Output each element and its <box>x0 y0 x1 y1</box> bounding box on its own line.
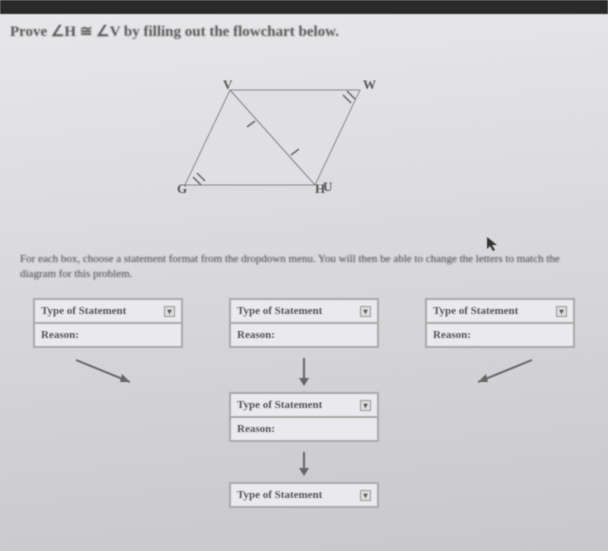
triangles-svg <box>175 55 435 195</box>
arrow-left <box>64 356 144 388</box>
vertex-g: G <box>177 181 187 197</box>
statement-label: Type of Statement <box>237 305 322 317</box>
reason-label: Reason: <box>231 418 377 440</box>
dropdown-caret-icon[interactable]: ▾ <box>556 306 567 317</box>
vertex-w: W <box>363 77 376 93</box>
flowchart: Type of Statement ▾ Reason: Type of Stat… <box>0 298 608 516</box>
dropdown-caret-icon[interactable]: ▾ <box>164 306 175 317</box>
arrow-row-1 <box>0 356 608 388</box>
statement-box-4[interactable]: Type of Statement ▾ Reason: <box>229 392 379 442</box>
flow-row-2: Type of Statement ▾ Reason: <box>0 392 608 442</box>
dropdown-caret-icon[interactable]: ▾ <box>360 306 371 317</box>
reason-label: Reason: <box>231 324 377 346</box>
statement-label: Type of Statement <box>433 305 518 317</box>
mouse-cursor <box>486 236 498 252</box>
arrow-right <box>464 356 544 388</box>
statement-box-1[interactable]: Type of Statement ▾ Reason: <box>33 298 183 348</box>
problem-prompt: Prove ∠H ≅ ∠V by filling out the flowcha… <box>10 22 339 41</box>
vertex-h: H <box>315 181 325 197</box>
statement-label: Type of Statement <box>41 305 126 317</box>
dropdown-caret-icon[interactable]: ▾ <box>360 490 371 501</box>
statement-box-5[interactable]: Type of Statement ▾ <box>229 482 379 508</box>
statement-box-3[interactable]: Type of Statement ▾ Reason: <box>425 298 575 348</box>
geometry-diagram: V W U G H <box>175 55 435 195</box>
dropdown-caret-icon[interactable]: ▾ <box>360 400 371 411</box>
flow-row-3: Type of Statement ▾ <box>0 482 608 508</box>
reason-label: Reason: <box>427 324 573 346</box>
statement-box-2[interactable]: Type of Statement ▾ Reason: <box>229 298 379 348</box>
arrow-down-2 <box>0 450 608 480</box>
reason-label: Reason: <box>35 324 181 346</box>
vertex-v: V <box>223 77 232 93</box>
statement-label: Type of Statement <box>237 489 322 501</box>
arrow-center <box>264 356 344 388</box>
flow-row-1: Type of Statement ▾ Reason: Type of Stat… <box>0 298 608 348</box>
window-topbar <box>0 0 608 14</box>
instructions-text: For each box, choose a statement format … <box>20 252 588 282</box>
statement-label: Type of Statement <box>237 399 322 411</box>
